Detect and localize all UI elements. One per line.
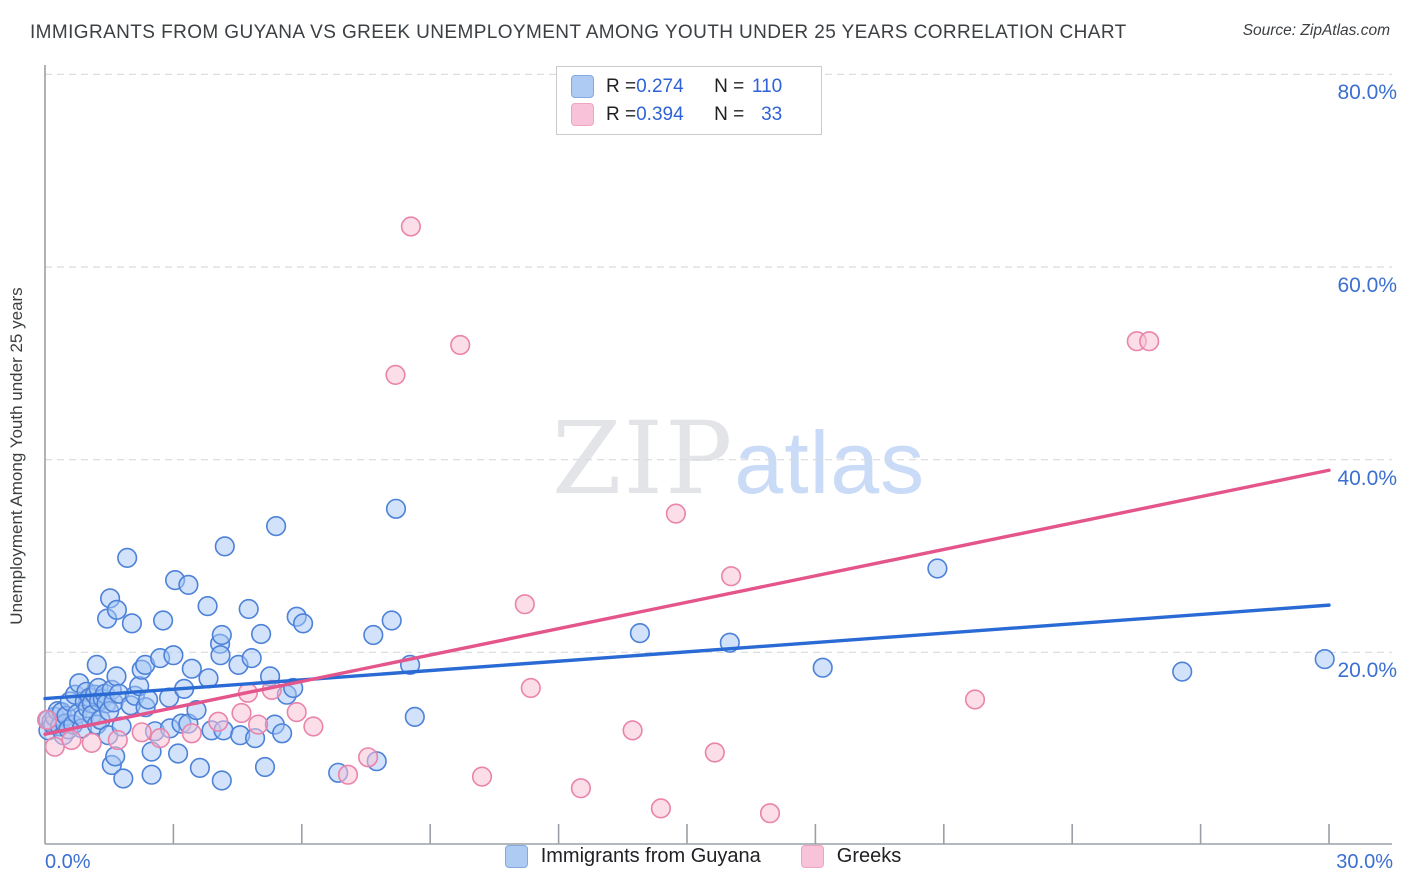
greeks-point[interactable] [520,677,541,699]
guyana-point[interactable] [197,595,218,617]
guyana-point[interactable] [86,654,107,676]
y-axis-tick-label: 40.0% [1337,466,1397,490]
guyana-point[interactable] [812,657,833,678]
guyana-point[interactable] [163,645,184,666]
greeks-point[interactable] [150,727,171,749]
y-axis-tick-label: 20.0% [1337,659,1397,683]
stats-row-greeks: R = 0.394 N = 33 [571,103,809,126]
greeks-point[interactable] [964,689,986,710]
greeks-point[interactable] [358,747,379,768]
greeks-point[interactable] [248,714,269,735]
guyana-point[interactable] [106,599,127,621]
guyana-point[interactable] [210,645,231,666]
greeks-point[interactable] [759,803,781,824]
guyana-point[interactable] [266,515,287,537]
greeks-point[interactable] [61,729,82,751]
greeks-point[interactable] [44,736,65,757]
y-axis-tick-label: 60.0% [1337,274,1397,297]
r-label: R = [606,75,637,97]
guyana-point[interactable] [105,746,126,767]
greeks-point[interactable] [622,720,643,741]
guyana-point[interactable] [113,768,134,789]
greeks-point[interactable] [720,566,742,587]
guyana-point[interactable] [363,624,384,646]
greeks-swatch-icon [571,103,594,126]
page-title: IMMIGRANTS FROM GUYANA VS GREEK UNEMPLOY… [30,22,1127,43]
guyana-point[interactable] [141,764,162,785]
guyana-point[interactable] [214,536,235,557]
series-legend: Immigrants from Guyana Greeks [0,845,1406,868]
guyana-point[interactable] [168,743,189,764]
x-axis-max-label: 30.0% [1336,851,1393,873]
greeks-point[interactable] [650,798,672,819]
greeks-point[interactable] [471,766,493,787]
n-label: N = [714,75,745,97]
guyana-point[interactable] [254,756,276,778]
n-value-greeks: 33 [761,103,783,125]
greeks-point[interactable] [400,216,422,237]
greeks-point[interactable] [81,732,102,754]
guyana-point[interactable] [385,498,407,519]
greeks-swatch-icon [800,845,824,868]
guyana-point[interactable] [106,666,127,687]
guyana-point[interactable] [121,613,142,634]
greeks-point[interactable] [385,364,406,386]
guyana-point[interactable] [293,613,314,634]
r-value-guyana: 0.274 [636,75,684,97]
source-attribution: Source: ZipAtlas.com [1242,22,1390,39]
greeks-point[interactable] [337,764,359,785]
guyana-point[interactable] [404,706,425,728]
guyana-point[interactable] [211,770,232,791]
guyana-point[interactable] [629,622,651,644]
guyana-trend-line [43,603,1331,701]
legend-label-greeks: Greeks [836,845,902,867]
guyana-point[interactable] [181,658,202,679]
guyana-point[interactable] [178,574,199,596]
guyana-point[interactable] [117,547,138,569]
guyana-point[interactable] [251,623,272,645]
greeks-point[interactable] [665,503,687,524]
greeks-point[interactable] [208,711,229,732]
greeks-point[interactable] [514,594,535,615]
guyana-swatch-icon [504,845,528,868]
guyana-point[interactable] [153,610,174,631]
greeks-point[interactable] [450,334,471,356]
greeks-point[interactable] [303,716,324,737]
guyana-swatch-icon [571,75,594,98]
guyana-point[interactable] [189,757,210,779]
greeks-point[interactable] [1139,331,1160,352]
greeks-point[interactable] [181,723,202,744]
legend-label-guyana: Immigrants from Guyana [540,845,761,867]
greeks-point[interactable] [570,778,592,799]
guyana-point[interactable] [381,610,402,631]
greeks-point[interactable] [286,701,307,723]
n-label: N = [714,103,745,125]
greeks-point[interactable] [704,742,725,763]
guyana-point[interactable] [211,624,232,646]
y-axis-tick-label: 80.0% [1337,81,1397,105]
correlation-stats-legend: R = 0.274 N = 110 R = 0.394 N = 33 [556,66,822,135]
greeks-point[interactable] [36,709,58,730]
guyana-point[interactable] [272,723,293,744]
legend-item-guyana: Immigrants from Guyana [504,845,761,868]
r-value-greeks: 0.394 [636,103,684,125]
guyana-point[interactable] [238,598,259,620]
guyana-point[interactable] [927,558,948,579]
guyana-point[interactable] [1172,661,1193,682]
stats-row-guyana: R = 0.274 N = 110 [571,75,809,98]
greeks-point[interactable] [131,722,152,743]
guyana-point[interactable] [1314,648,1335,670]
greeks-point[interactable] [231,702,252,724]
guyana-point[interactable] [241,647,262,669]
x-axis-min-label: 0.0% [45,851,91,873]
greeks-point[interactable] [107,729,128,751]
legend-item-greeks: Greeks [800,845,902,868]
n-value-guyana: 110 [751,75,783,97]
greeks-trend-line [43,468,1331,736]
r-label: R = [606,103,637,125]
